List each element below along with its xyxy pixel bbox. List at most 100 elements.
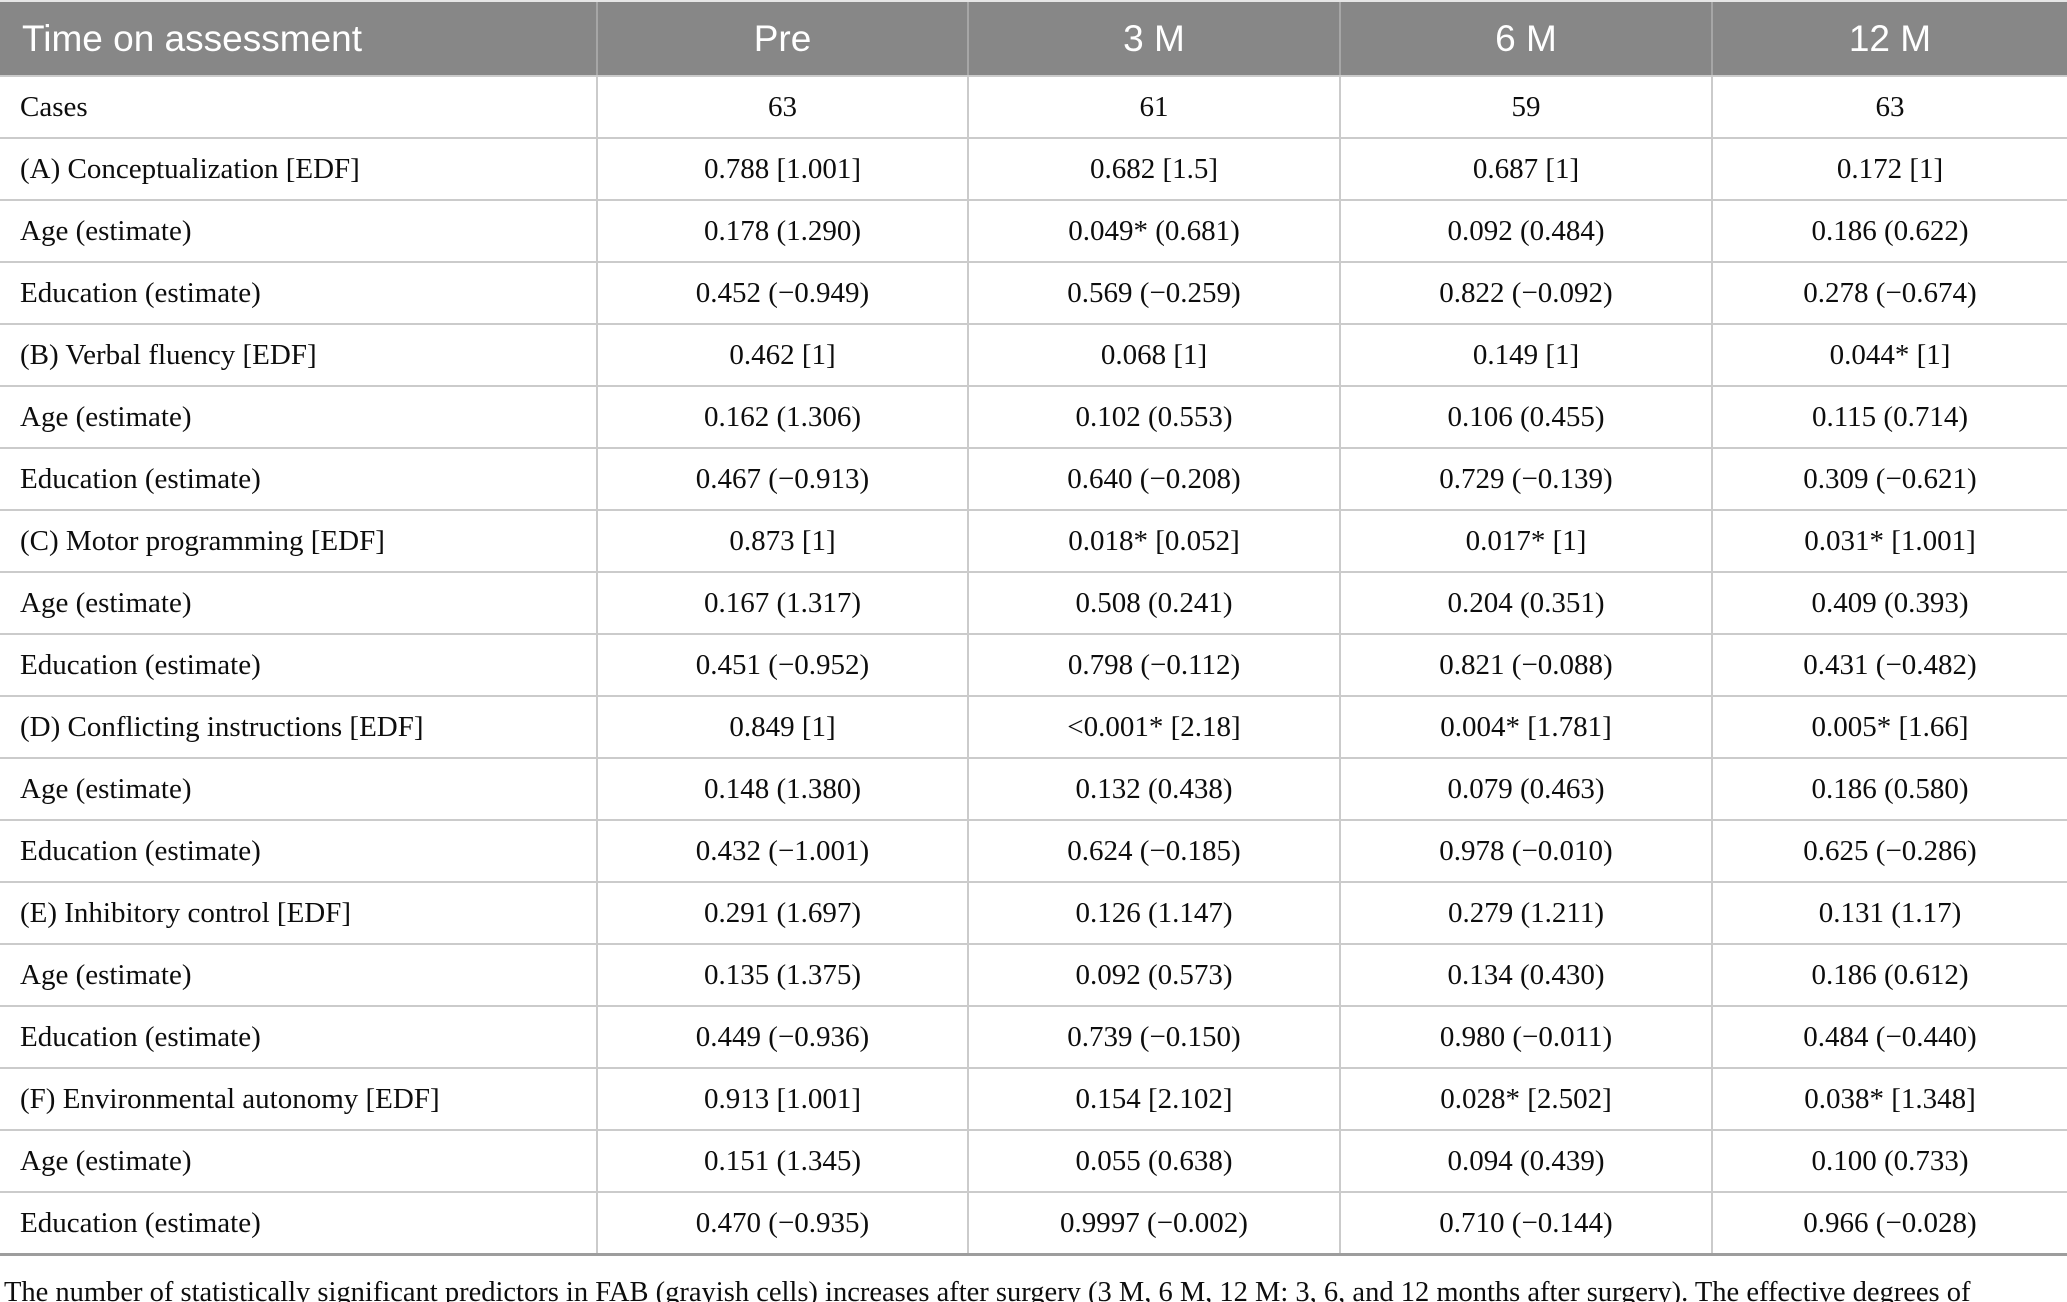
value-cell-pre: 0.873 [1] bbox=[596, 510, 968, 573]
value-cell-3m: 0.508 (0.241) bbox=[967, 572, 1340, 635]
row-label-cell: Age (estimate) bbox=[0, 386, 597, 449]
value-cell-12m: 0.625 (−0.286) bbox=[1711, 820, 2067, 883]
table-row: (F) Environmental autonomy [EDF] 0.913 [… bbox=[0, 1068, 2067, 1131]
value-cell-pre: 0.849 [1] bbox=[596, 696, 968, 759]
value-cell-pre: 63 bbox=[596, 76, 968, 139]
value-cell-3m: 0.154 [2.102] bbox=[967, 1068, 1340, 1131]
value-cell-pre: 0.148 (1.380) bbox=[596, 758, 968, 821]
value-cell-6m: 0.017* [1] bbox=[1339, 510, 1712, 573]
column-header-6m: 6 M bbox=[1339, 0, 1712, 77]
row-label-cell: (F) Environmental autonomy [EDF] bbox=[0, 1068, 597, 1131]
table-row: Age (estimate) 0.167 (1.317) 0.508 (0.24… bbox=[0, 572, 2067, 635]
table-row: (C) Motor programming [EDF] 0.873 [1] 0.… bbox=[0, 510, 2067, 573]
value-cell-6m: 0.149 [1] bbox=[1339, 324, 1712, 387]
row-label-cell: Education (estimate) bbox=[0, 1192, 597, 1256]
value-cell-3m: 0.739 (−0.150) bbox=[967, 1006, 1340, 1069]
value-cell-pre: 0.178 (1.290) bbox=[596, 200, 968, 263]
table-row: Age (estimate) 0.162 (1.306) 0.102 (0.55… bbox=[0, 386, 2067, 449]
row-label-cell: Education (estimate) bbox=[0, 262, 597, 325]
row-label-cell: Education (estimate) bbox=[0, 1006, 597, 1069]
value-cell-pre: 0.291 (1.697) bbox=[596, 882, 968, 945]
value-cell-12m: 0.186 (0.612) bbox=[1711, 944, 2067, 1007]
value-cell-pre: 0.432 (−1.001) bbox=[596, 820, 968, 883]
row-label-cell: Age (estimate) bbox=[0, 758, 597, 821]
value-cell-3m: 0.049* (0.681) bbox=[967, 200, 1340, 263]
value-cell-3m: 0.682 [1.5] bbox=[967, 138, 1340, 201]
value-cell-pre: 0.167 (1.317) bbox=[596, 572, 968, 635]
column-header-3m: 3 M bbox=[967, 0, 1340, 77]
value-cell-3m: 0.132 (0.438) bbox=[967, 758, 1340, 821]
value-cell-6m: 0.094 (0.439) bbox=[1339, 1130, 1712, 1193]
value-cell-6m: 0.028* [2.502] bbox=[1339, 1068, 1712, 1131]
value-cell-6m: 0.710 (−0.144) bbox=[1339, 1192, 1712, 1256]
table-row: Education (estimate) 0.451 (−0.952) 0.79… bbox=[0, 634, 2067, 697]
value-cell-12m: 0.044* [1] bbox=[1711, 324, 2067, 387]
row-label-cell: Education (estimate) bbox=[0, 820, 597, 883]
value-cell-6m: 0.687 [1] bbox=[1339, 138, 1712, 201]
value-cell-pre: 0.452 (−0.949) bbox=[596, 262, 968, 325]
value-cell-pre: 0.451 (−0.952) bbox=[596, 634, 968, 697]
table-row: (D) Conflicting instructions [EDF] 0.849… bbox=[0, 696, 2067, 759]
table-row: Age (estimate) 0.135 (1.375) 0.092 (0.57… bbox=[0, 944, 2067, 1007]
value-cell-3m: 0.102 (0.553) bbox=[967, 386, 1340, 449]
value-cell-3m: 0.569 (−0.259) bbox=[967, 262, 1340, 325]
row-label-cell: (D) Conflicting instructions [EDF] bbox=[0, 696, 597, 759]
value-cell-12m: 0.431 (−0.482) bbox=[1711, 634, 2067, 697]
value-cell-12m: 63 bbox=[1711, 76, 2067, 139]
value-cell-3m: 0.126 (1.147) bbox=[967, 882, 1340, 945]
value-cell-pre: 0.462 [1] bbox=[596, 324, 968, 387]
value-cell-12m: 0.172 [1] bbox=[1711, 138, 2067, 201]
value-cell-pre: 0.788 [1.001] bbox=[596, 138, 968, 201]
value-cell-12m: 0.966 (−0.028) bbox=[1711, 1192, 2067, 1256]
value-cell-3m: 61 bbox=[967, 76, 1340, 139]
row-label-cell: Age (estimate) bbox=[0, 200, 597, 263]
value-cell-pre: 0.913 [1.001] bbox=[596, 1068, 968, 1131]
column-header-time-on-assessment: Time on assessment bbox=[0, 0, 597, 77]
value-cell-12m: 0.309 (−0.621) bbox=[1711, 448, 2067, 511]
value-cell-6m: 0.106 (0.455) bbox=[1339, 386, 1712, 449]
row-label-cell: (E) Inhibitory control [EDF] bbox=[0, 882, 597, 945]
value-cell-6m: 0.079 (0.463) bbox=[1339, 758, 1712, 821]
value-cell-3m: 0.068 [1] bbox=[967, 324, 1340, 387]
row-label-cell: (B) Verbal fluency [EDF] bbox=[0, 324, 597, 387]
value-cell-6m: 0.279 (1.211) bbox=[1339, 882, 1712, 945]
table-row: Cases 63 61 59 63 bbox=[0, 76, 2067, 139]
value-cell-3m: 0.640 (−0.208) bbox=[967, 448, 1340, 511]
value-cell-6m: 0.092 (0.484) bbox=[1339, 200, 1712, 263]
row-label-cell: Education (estimate) bbox=[0, 448, 597, 511]
table-row: (B) Verbal fluency [EDF] 0.462 [1] 0.068… bbox=[0, 324, 2067, 387]
value-cell-6m: 0.729 (−0.139) bbox=[1339, 448, 1712, 511]
table-row: (E) Inhibitory control [EDF] 0.291 (1.69… bbox=[0, 882, 2067, 945]
table-row: Education (estimate) 0.470 (−0.935) 0.99… bbox=[0, 1192, 2067, 1256]
value-cell-pre: 0.135 (1.375) bbox=[596, 944, 968, 1007]
value-cell-12m: 0.131 (1.17) bbox=[1711, 882, 2067, 945]
value-cell-6m: 0.822 (−0.092) bbox=[1339, 262, 1712, 325]
value-cell-6m: 0.978 (−0.010) bbox=[1339, 820, 1712, 883]
table-row: Age (estimate) 0.178 (1.290) 0.049* (0.6… bbox=[0, 200, 2067, 263]
value-cell-pre: 0.449 (−0.936) bbox=[596, 1006, 968, 1069]
column-header-pre: Pre bbox=[596, 0, 968, 77]
table-row: Education (estimate) 0.432 (−1.001) 0.62… bbox=[0, 820, 2067, 883]
table-header-row: Time on assessment Pre 3 M 6 M 12 M bbox=[0, 0, 2067, 77]
row-label-cell: Age (estimate) bbox=[0, 944, 597, 1007]
value-cell-6m: 59 bbox=[1339, 76, 1712, 139]
value-cell-12m: 0.115 (0.714) bbox=[1711, 386, 2067, 449]
value-cell-pre: 0.162 (1.306) bbox=[596, 386, 968, 449]
value-cell-3m: 0.092 (0.573) bbox=[967, 944, 1340, 1007]
value-cell-12m: 0.186 (0.622) bbox=[1711, 200, 2067, 263]
row-label-cell: (C) Motor programming [EDF] bbox=[0, 510, 597, 573]
table-row: Age (estimate) 0.151 (1.345) 0.055 (0.63… bbox=[0, 1130, 2067, 1193]
column-header-12m: 12 M bbox=[1711, 0, 2067, 77]
value-cell-12m: 0.278 (−0.674) bbox=[1711, 262, 2067, 325]
row-label-cell: Education (estimate) bbox=[0, 634, 597, 697]
value-cell-pre: 0.470 (−0.935) bbox=[596, 1192, 968, 1256]
value-cell-pre: 0.151 (1.345) bbox=[596, 1130, 968, 1193]
results-table: Time on assessment Pre 3 M 6 M 12 M Case… bbox=[0, 0, 2067, 1256]
value-cell-6m: 0.004* [1.781] bbox=[1339, 696, 1712, 759]
value-cell-12m: 0.038* [1.348] bbox=[1711, 1068, 2067, 1131]
value-cell-6m: 0.204 (0.351) bbox=[1339, 572, 1712, 635]
value-cell-6m: 0.821 (−0.088) bbox=[1339, 634, 1712, 697]
value-cell-3m: <0.001* [2.18] bbox=[967, 696, 1340, 759]
value-cell-3m: 0.798 (−0.112) bbox=[967, 634, 1340, 697]
